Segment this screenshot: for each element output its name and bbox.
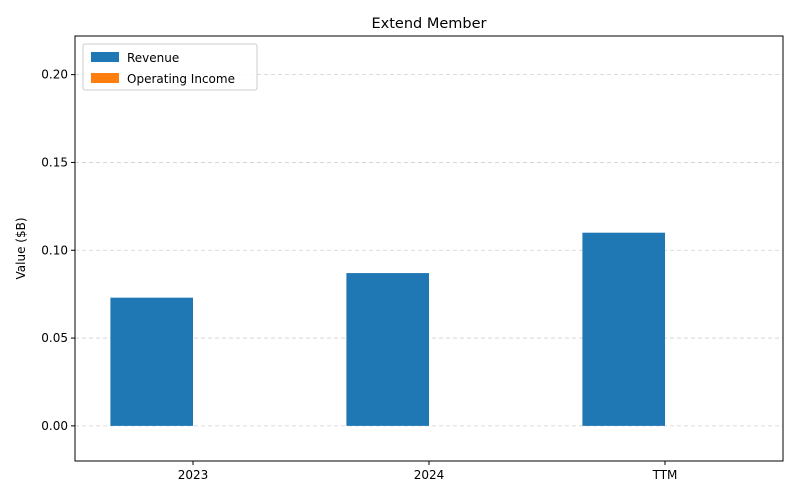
bar-revenue — [346, 273, 429, 426]
y-tick-label: 0.20 — [41, 68, 68, 82]
y-tick-label: 0.05 — [41, 331, 68, 345]
x-tick-label: TTM — [652, 468, 678, 482]
y-axis-ticks: 0.00 0.05 0.10 0.15 0.20 — [41, 68, 75, 433]
y-tick-label: 0.00 — [41, 419, 68, 433]
y-tick-label: 0.10 — [41, 243, 68, 257]
x-axis-ticks: 2023 2024 TTM — [178, 461, 678, 482]
y-tick-label: 0.15 — [41, 155, 68, 169]
legend: Revenue Operating Income — [82, 43, 258, 91]
legend-swatch — [91, 73, 119, 83]
legend-swatch — [91, 52, 119, 62]
x-tick-label: 2023 — [178, 468, 209, 482]
x-tick-label: 2024 — [414, 468, 445, 482]
bars — [110, 232, 665, 426]
legend-box — [82, 43, 258, 91]
y-axis-label: Value ($B) — [14, 218, 28, 280]
chart-title: Extend Member — [372, 16, 487, 32]
bar-revenue — [110, 297, 193, 426]
bar-revenue — [582, 232, 665, 426]
legend-label: Revenue — [127, 51, 179, 65]
legend-label: Operating Income — [127, 72, 235, 86]
